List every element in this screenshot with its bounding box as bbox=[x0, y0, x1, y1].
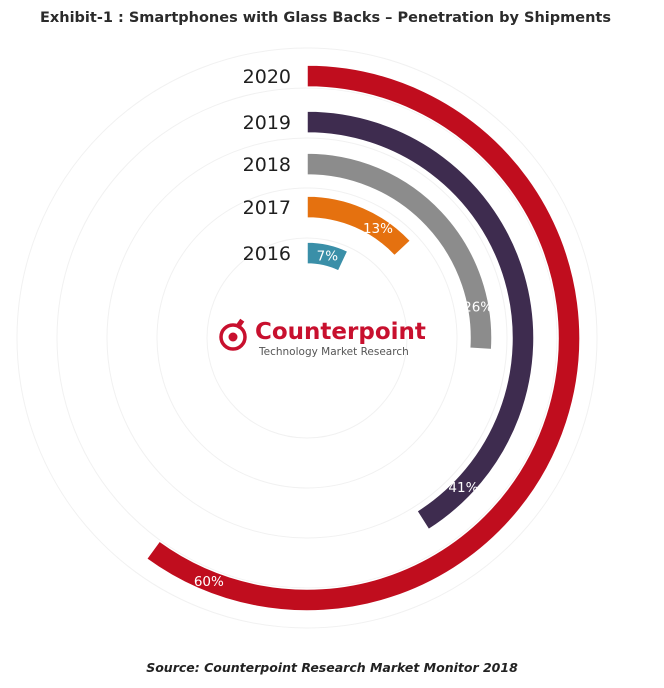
counterpoint-logo: Counterpoint Technology Market Research bbox=[219, 318, 426, 358]
year-label-2020: 2020 bbox=[243, 66, 291, 88]
grid-circle-2 bbox=[156, 187, 458, 489]
grid-circle-5 bbox=[16, 47, 598, 629]
bar-2019 bbox=[306, 110, 535, 531]
bar-2018 bbox=[306, 152, 493, 351]
grid-circle-3 bbox=[106, 137, 508, 539]
bar-2020 bbox=[145, 64, 581, 612]
value-label-2017: 13% bbox=[363, 221, 393, 237]
value-label-2019: 41% bbox=[448, 480, 478, 496]
value-label-2020: 60% bbox=[194, 574, 224, 590]
value-label-2018: 26% bbox=[463, 300, 493, 316]
year-label-2018: 2018 bbox=[243, 154, 291, 176]
bar-2016 bbox=[306, 241, 349, 273]
labels: 2016 7% 2017 13% 2018 26% 2019 41% 2020 60% bbox=[194, 66, 493, 590]
year-label-2019: 2019 bbox=[243, 112, 291, 134]
chart-title: Exhibit-1 : Smartphones with Glass Backs… bbox=[40, 10, 611, 26]
bar-2017 bbox=[306, 195, 412, 257]
counterpoint-logo-icon bbox=[219, 318, 247, 351]
year-label-2017: 2017 bbox=[243, 197, 291, 219]
logo-wordmark: Counterpoint bbox=[255, 319, 426, 345]
bars bbox=[145, 64, 581, 612]
grid-circles bbox=[16, 47, 598, 629]
grid-circle-1 bbox=[206, 237, 408, 439]
value-label-2016: 7% bbox=[317, 248, 339, 264]
grid-circle-4 bbox=[56, 87, 558, 589]
logo-tagline: Technology Market Research bbox=[258, 346, 409, 358]
source-note: Source: Counterpoint Research Market Mon… bbox=[146, 660, 518, 675]
year-label-2016: 2016 bbox=[243, 243, 291, 265]
